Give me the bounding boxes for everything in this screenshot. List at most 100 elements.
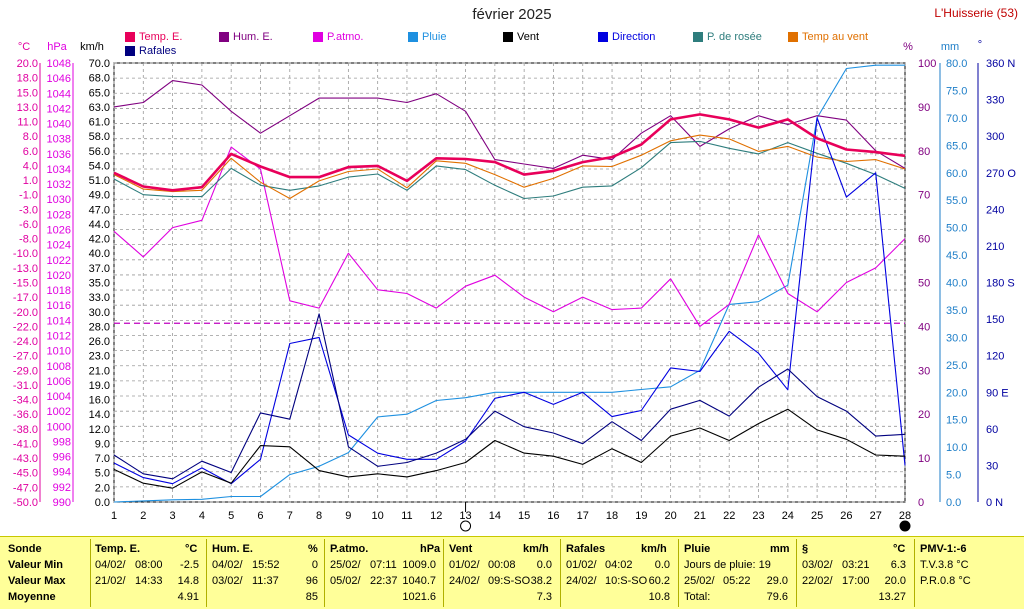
pct-tick: 80 (918, 146, 930, 158)
legend-swatch (693, 32, 703, 42)
unit-mm: mm (941, 41, 959, 53)
stats-temp-max-date: 21/02/ (95, 575, 126, 587)
temp-tick: -27.0 (13, 351, 38, 363)
x-tick: 6 (257, 510, 263, 522)
stats-patmo-title: P.atmo. (330, 543, 369, 555)
stats-rafales-unit: km/h (641, 543, 667, 555)
stats-rafales-min-date: 01/02/ (566, 559, 597, 571)
hpa-tick: 1030 (47, 194, 71, 206)
x-tick: 24 (782, 510, 794, 522)
legend-item: P.atmo. (313, 31, 364, 43)
dir-tick: 60 (986, 424, 998, 436)
stats-patmo-min-time: 07:11 (370, 559, 397, 571)
x-tick: 25 (811, 510, 823, 522)
mm-tick: 35.0 (946, 305, 967, 317)
temp-tick: -43.0 (13, 453, 38, 465)
kmh-tick: 30.0 (89, 307, 110, 319)
stats-patmo-max-date: 05/02/ (330, 575, 361, 587)
x-tick: 26 (840, 510, 852, 522)
mm-tick: 15.0 (946, 415, 967, 427)
x-tick: 9 (345, 510, 351, 522)
stats-rafales-max-time: 10:S-SO (605, 575, 648, 587)
legend-swatch (598, 32, 608, 42)
mm-tick: 5.0 (946, 470, 961, 482)
stats-s-min-date: 03/02/ (802, 559, 833, 571)
chart-title: février 2025 (472, 6, 552, 23)
legend-label: P. de rosée (707, 31, 762, 43)
rain-line (113, 64, 905, 503)
stats-patmo-unit: hPa (420, 543, 441, 555)
hpa-tick: 1028 (47, 209, 71, 221)
x-tick: 23 (752, 510, 764, 522)
mm-tick: 20.0 (946, 387, 967, 399)
kmh-tick: 42.0 (89, 234, 110, 246)
legend-item: Direction (598, 31, 655, 43)
hpa-tick: 1016 (47, 300, 71, 312)
hpa-tick: 1012 (47, 330, 71, 342)
temp-tick: 15.0 (17, 87, 38, 99)
hpa-tick: 1002 (47, 406, 71, 418)
kmh-tick: 54.0 (89, 160, 110, 172)
temp-tick: -17.0 (13, 292, 38, 304)
stats-pluie-unit: mm (770, 543, 790, 555)
legend-item: Temp au vent (788, 31, 868, 43)
stats-patmo-max-time: 22:37 (370, 575, 398, 587)
legend-swatch (503, 32, 513, 42)
stats-hum-min-time: 15:52 (252, 559, 280, 571)
hpa-tick: 1008 (47, 361, 71, 373)
pct-tick: 90 (918, 102, 930, 114)
stats-temp-min-date: 04/02/ (95, 559, 126, 571)
dir-tick: 150 (986, 314, 1004, 326)
humidity-line (113, 80, 906, 169)
temp-tick: -41.0 (13, 438, 38, 450)
stats-s-max-val: 20.0 (884, 575, 906, 587)
x-tick: 22 (723, 510, 735, 522)
unit-dir: ° (978, 39, 982, 51)
stats-patmo-min-val: 1009.0 (402, 559, 436, 571)
hpa-tick: 1024 (47, 240, 71, 252)
x-tick: 27 (870, 510, 882, 522)
kmh-tick: 44.0 (89, 219, 110, 231)
stats-patmo-max-val: 1040.7 (402, 575, 436, 587)
stats-pmv-title: PMV-1:-6 (920, 543, 967, 555)
hpa-tick: 1022 (47, 255, 71, 267)
pct-tick: 30 (918, 365, 930, 377)
legend-item: Rafales (125, 45, 176, 57)
temp-tick: -10.0 (13, 248, 38, 260)
temp-tick: -24.0 (13, 336, 38, 348)
x-tick: 18 (606, 510, 618, 522)
legend-item: Hum. E. (219, 31, 273, 43)
unit-hpa: hPa (47, 41, 67, 53)
temp-tick: -22.0 (13, 321, 38, 333)
hpa-tick: 1036 (47, 149, 71, 161)
legend-label: Temp. E. (139, 31, 183, 43)
temp-tick: -34.0 (13, 395, 38, 407)
hpa-tick: 1014 (47, 315, 71, 327)
kmh-tick: 35.0 (89, 278, 110, 290)
x-tick: 7 (287, 510, 293, 522)
kmh-tick: 70.0 (89, 58, 110, 70)
x-tick: 20 (665, 510, 677, 522)
pct-tick: 20 (918, 409, 930, 421)
temp-tick: -3.0 (19, 204, 38, 216)
kmh-tick: 65.0 (89, 87, 110, 99)
hpa-tick: 1004 (47, 391, 71, 403)
stats-s-min-val: 6.3 (890, 559, 906, 571)
kmh-tick: 19.0 (89, 380, 110, 392)
dewpoint-line (113, 140, 906, 200)
pct-tick: 0 (918, 497, 924, 509)
x-tick: 14 (489, 510, 501, 522)
legend-swatch (788, 32, 798, 42)
dir-tick: 240 (986, 204, 1004, 216)
hpa-tick: 1046 (47, 73, 71, 85)
kmh-tick: 21.0 (89, 365, 110, 377)
stats-hum-min-date: 04/02/ (212, 559, 243, 571)
plot-area (113, 62, 906, 503)
dir-tick: 90 E (986, 387, 1009, 399)
stats-pluie-max-time: 05:22 (723, 575, 751, 587)
legend-label: Vent (517, 31, 540, 43)
temp-tick: -15.0 (13, 278, 38, 290)
hpa-tick: 994 (53, 467, 71, 479)
stats-pluie-max-date: 25/02/ (684, 575, 715, 587)
x-tick: 17 (577, 510, 589, 522)
